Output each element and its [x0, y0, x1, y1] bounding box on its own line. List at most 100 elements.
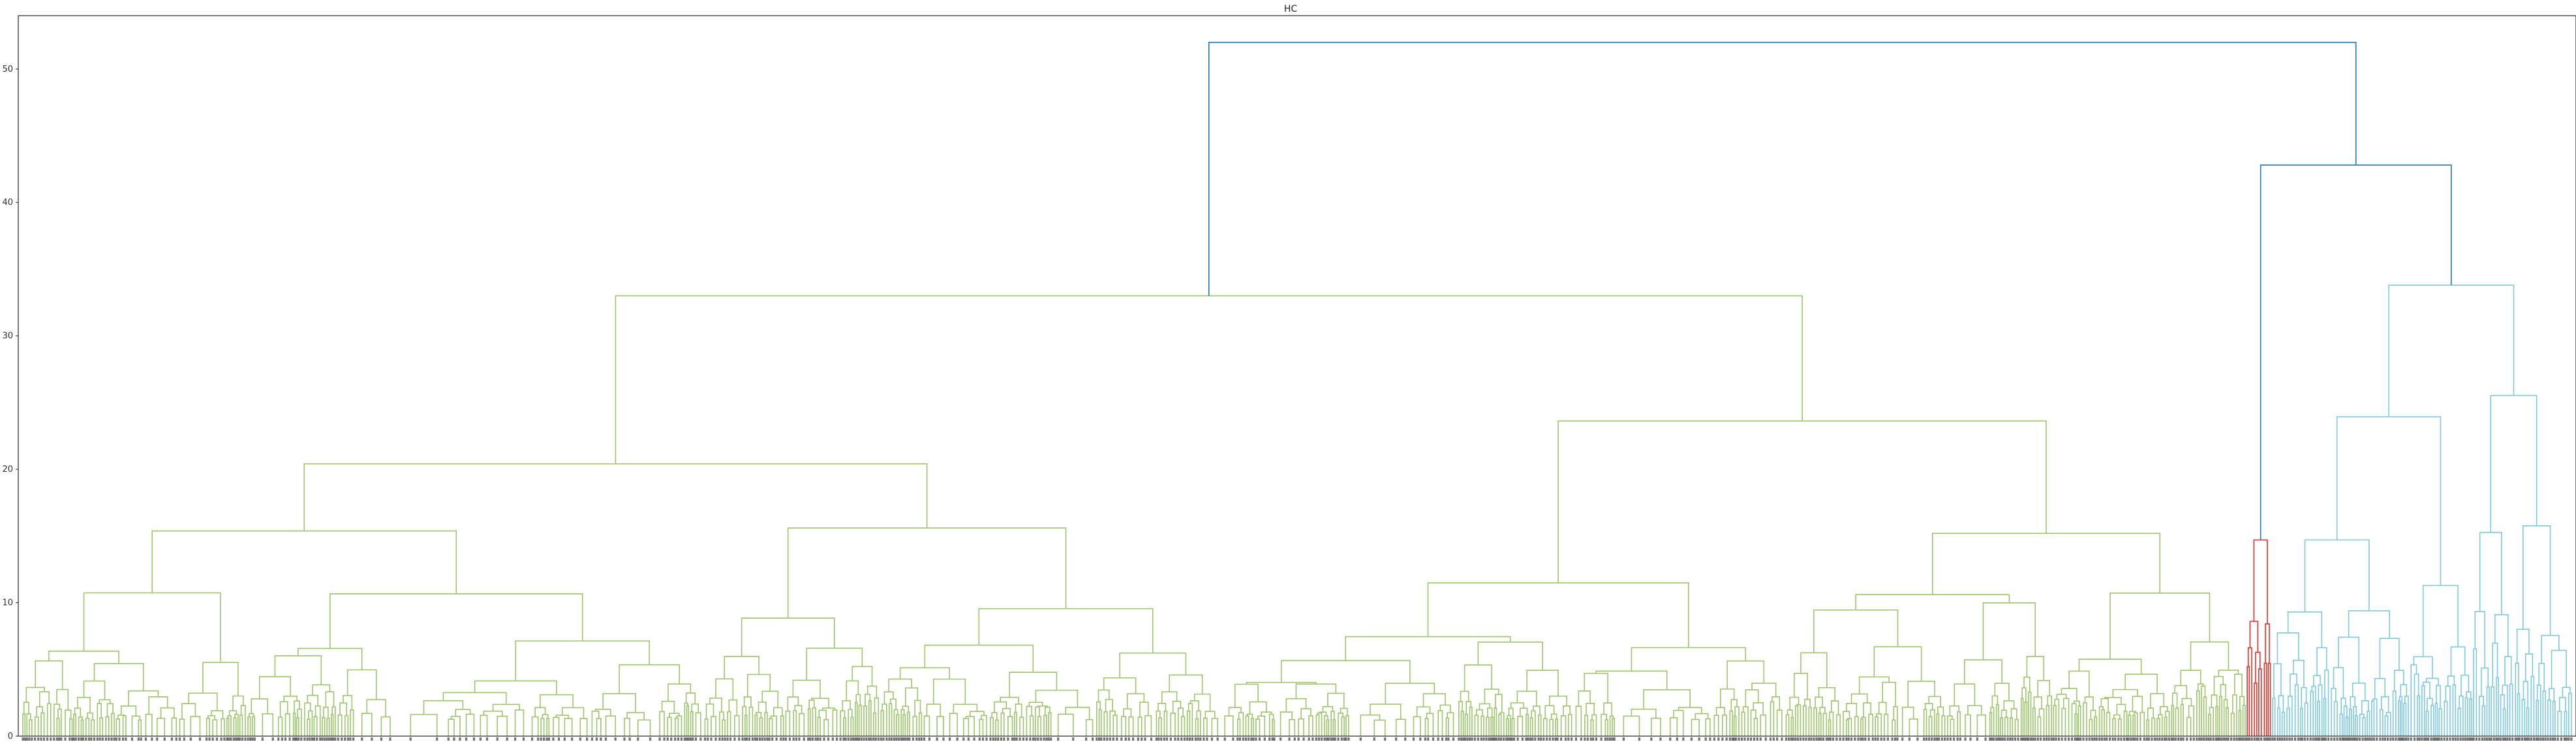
dendrogram-link — [1188, 703, 1193, 736]
leaf-label — [1937, 737, 1940, 741]
dendrogram-link — [1694, 713, 1709, 720]
dendrogram-link — [1892, 719, 1896, 736]
dendrogram-link — [1995, 703, 1999, 736]
leaf-label — [1271, 737, 1274, 741]
leaf-label — [31, 737, 33, 741]
dendrogram-link — [2232, 694, 2237, 736]
leaf-label — [1180, 737, 1183, 741]
dendrogram-link — [981, 715, 987, 736]
dendrogram-link — [1103, 677, 1137, 694]
dendrogram-link — [2522, 525, 2551, 636]
dendrogram-link — [2213, 675, 2224, 696]
leaf-label — [666, 737, 669, 741]
dendrogram-link — [2552, 700, 2556, 736]
dendrogram-link — [2133, 712, 2138, 736]
dendrogram-link — [2186, 717, 2192, 736]
dendrogram-link — [1818, 712, 1822, 736]
leaf-label — [2468, 737, 2471, 741]
dendrogram-link — [207, 715, 216, 720]
leaf-label — [2042, 737, 2046, 741]
leaf-label — [1505, 737, 1508, 741]
leaf-label — [2111, 737, 2114, 741]
dendrogram-link — [1464, 713, 1468, 736]
leaf-label — [1595, 737, 1598, 741]
leaf-label — [2547, 737, 2549, 741]
dendrogram-link — [1850, 693, 1868, 703]
leaf-label — [2312, 737, 2314, 741]
leaf-label — [2166, 737, 2168, 741]
leaf-label — [1650, 737, 1653, 741]
leaf-label — [137, 737, 140, 741]
dendrogram-link — [2188, 705, 2194, 736]
leaf-label — [2521, 737, 2524, 741]
leaf-label — [1488, 737, 1490, 741]
leaf-label — [1959, 737, 1961, 741]
dendrogram-link — [2479, 532, 2502, 615]
leaf-label — [831, 737, 834, 741]
dendrogram-link — [1484, 688, 1499, 704]
dendrogram-link — [2469, 698, 2472, 736]
dendrogram-link — [855, 694, 861, 705]
dendrogram-link — [843, 717, 846, 736]
dendrogram-link — [23, 702, 29, 714]
leaf-label — [2370, 737, 2373, 741]
leaf-label — [1997, 737, 2000, 741]
leaf-label — [211, 737, 214, 741]
leaf-label — [844, 737, 847, 741]
leaf-label — [96, 737, 99, 741]
dendrogram-link — [1345, 636, 1511, 661]
leaf-label — [726, 737, 729, 741]
dendrogram-link — [2310, 690, 2314, 736]
leaf-label — [2346, 737, 2349, 741]
dendrogram-link — [2004, 717, 2008, 736]
leaf-label — [2532, 737, 2536, 741]
dendrogram-link — [2175, 707, 2179, 736]
dendrogram-link — [1236, 719, 1241, 736]
leaf-label — [2108, 737, 2111, 741]
leaf-label — [2530, 737, 2532, 741]
leaf-label — [1564, 737, 1567, 741]
dendrogram-link — [2223, 699, 2228, 736]
dendrogram-link — [2078, 658, 2142, 675]
dendrogram-link — [2073, 700, 2080, 706]
leaf-label — [2186, 737, 2188, 741]
leaf-label — [249, 737, 252, 741]
dendrogram-link — [741, 617, 835, 657]
leaf-label — [2091, 737, 2094, 741]
dendrogram-link — [807, 708, 811, 736]
leaf-label — [1177, 737, 1180, 741]
leaf-label — [1776, 737, 1779, 741]
leaf-label — [2192, 737, 2195, 741]
leaf-label — [895, 737, 898, 741]
leaf-label — [80, 737, 83, 741]
leaf-label — [2410, 737, 2412, 741]
dendrogram-link — [115, 718, 120, 736]
dendrogram-link — [1045, 706, 1050, 716]
leaf-label — [208, 737, 211, 741]
leaf-label — [2404, 737, 2408, 741]
dendrogram-link — [534, 707, 546, 717]
leaf-label — [2212, 737, 2215, 741]
leaf-label — [1186, 737, 1189, 741]
dendrogram-link — [1255, 719, 1261, 736]
dendrogram-link — [2277, 632, 2299, 664]
leaf-label — [1874, 737, 1877, 741]
dendrogram-link — [2287, 611, 2323, 648]
dendrogram-link — [2479, 696, 2484, 736]
dendrogram-link — [2359, 713, 2365, 736]
dendrogram-link — [1549, 695, 1567, 706]
dendrogram-link — [303, 463, 928, 531]
dendrogram-link — [2430, 705, 2434, 736]
leaf-label — [2277, 737, 2279, 741]
dendrogram-link — [1720, 688, 1735, 708]
leaf-label — [1103, 737, 1105, 741]
dendrogram-link — [1498, 713, 1502, 736]
leaf-label — [506, 737, 508, 741]
leaf-label — [2481, 737, 2483, 741]
leaf-label — [1330, 737, 1332, 741]
leaf-label — [1669, 737, 1672, 741]
dendrogram-link — [963, 718, 970, 736]
dendrogram-link — [1631, 708, 1657, 719]
leaf-label — [215, 737, 218, 741]
leaf-label — [885, 737, 888, 741]
